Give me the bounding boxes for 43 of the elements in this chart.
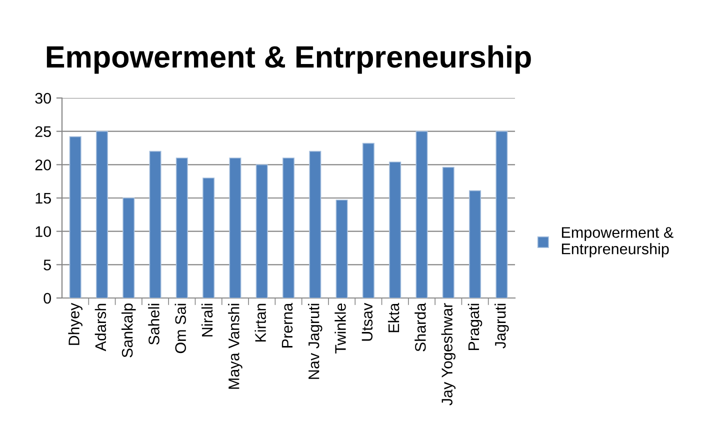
bar (69, 136, 82, 298)
x-tick-label: Ekta (388, 302, 400, 332)
x-tick-label: Adarsh (94, 304, 106, 352)
x-tick-label: Sankalp (121, 304, 136, 358)
bar (469, 190, 482, 298)
x-tick-label: Utsav (362, 302, 373, 341)
bar (229, 158, 242, 298)
y-tick-label: 15 (36, 193, 51, 204)
legend-label: Empowerment & Entrpreneurship (562, 227, 674, 258)
y-tick-label: 10 (36, 226, 51, 238)
x-tick-label: Pragati (468, 304, 482, 350)
x-tick-label: Dhyey (68, 302, 82, 345)
bar (336, 200, 348, 298)
x-tick-label: Nirali (201, 304, 213, 336)
bar (389, 162, 402, 298)
bar (122, 198, 135, 298)
x-tick-label: Nav Jagruti (308, 304, 322, 379)
bar (282, 158, 295, 298)
y-tick-label: 20 (35, 160, 51, 170)
bar (496, 130, 508, 298)
bar (176, 158, 188, 298)
bar (96, 130, 108, 298)
bar (202, 178, 215, 298)
y-tick-label: 5 (44, 260, 51, 270)
x-tick-label: Jay Yogeshwar (441, 303, 456, 406)
x-tick-label: Prerna (282, 302, 293, 348)
x-tick-label: Om Sai (174, 304, 186, 354)
bar (256, 164, 268, 298)
x-tick-label: Kirtan (254, 304, 266, 342)
bar (416, 130, 428, 298)
x-tick-label: Jagruti (494, 304, 509, 348)
bar (149, 150, 162, 298)
chart-title: Empowerment & Entrpreneurship (46, 45, 531, 74)
x-tick-label: Saheli (148, 304, 160, 345)
bar (362, 142, 374, 298)
x-tick-label: Maya Vanshi (228, 304, 242, 389)
x-tick-label: Twinkle (334, 304, 346, 354)
bar (442, 166, 454, 298)
y-tick-label: 0 (44, 292, 51, 304)
y-tick-label: 30 (35, 92, 51, 104)
y-tick-label: 25 (35, 126, 51, 138)
bar (309, 150, 322, 298)
x-tick-label: Sharda (414, 302, 426, 352)
